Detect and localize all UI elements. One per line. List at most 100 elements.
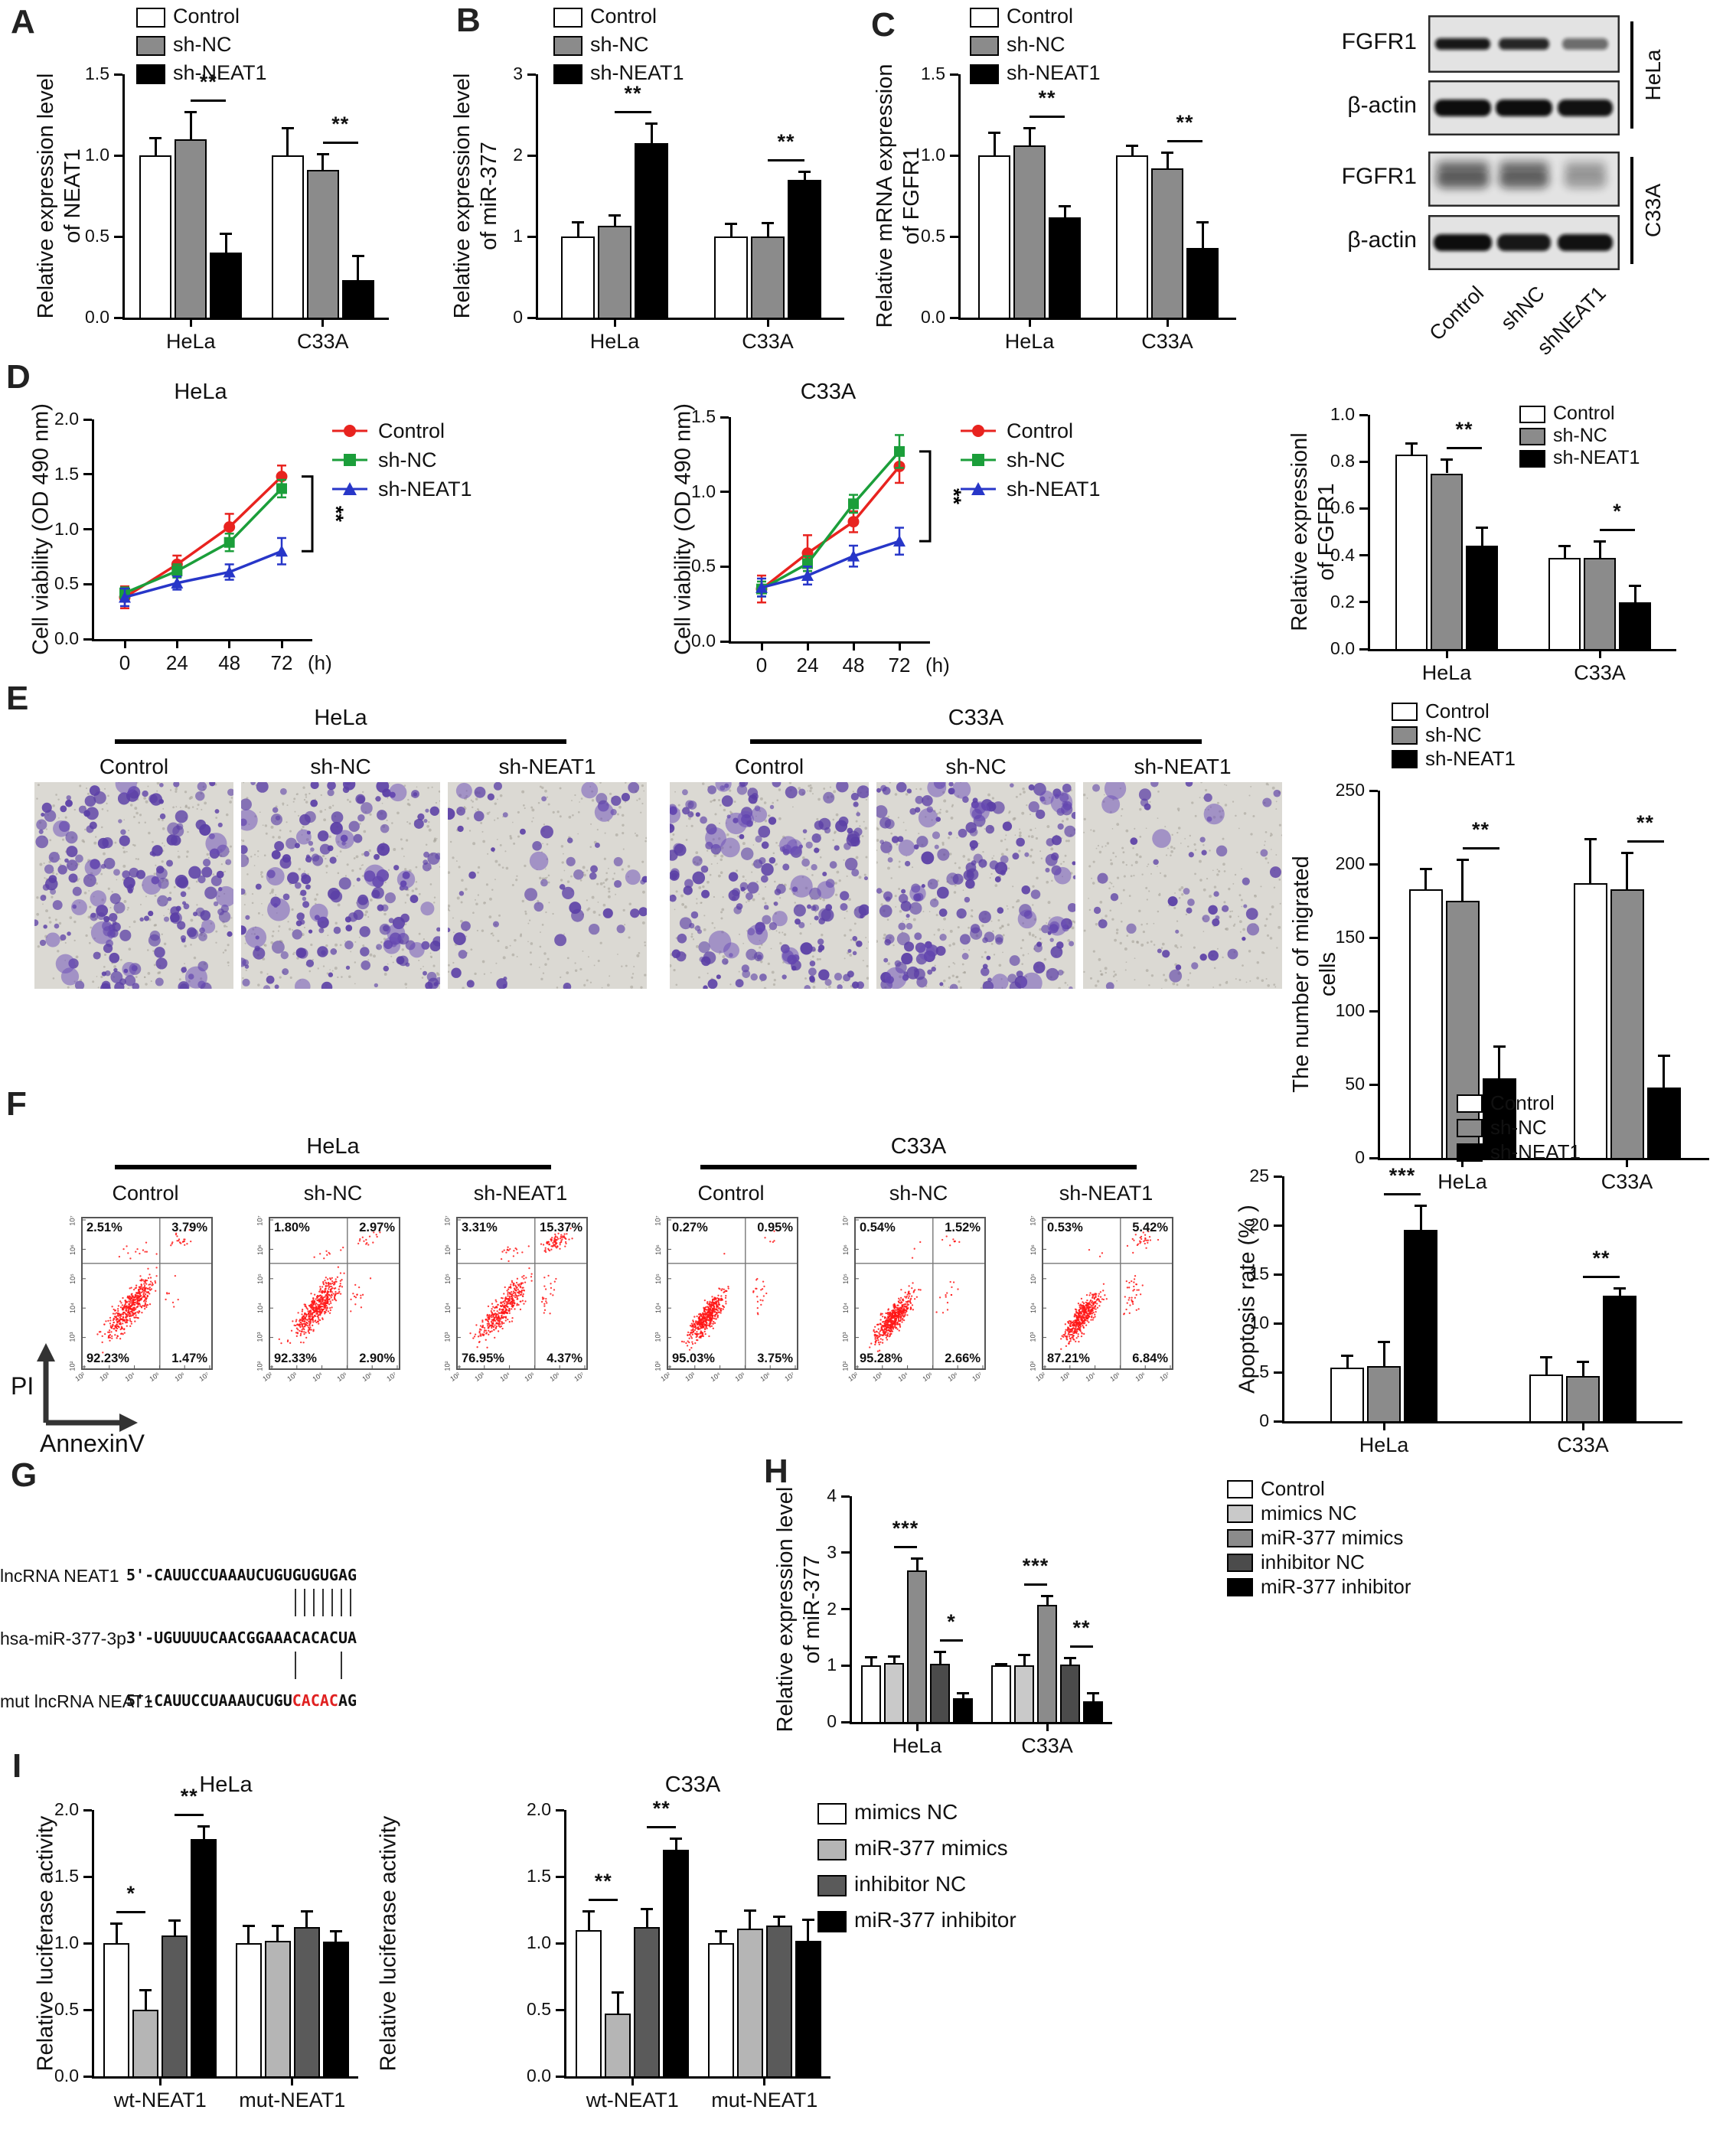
x-tick [175,641,178,648]
error-cap [743,1909,756,1912]
legend-marker-triangle [961,482,996,495]
flow-y-tick: 10⁴ [256,1303,264,1313]
chart-I2: 0.0 0.5 1.0 1.5 2.0 wt-NEAT1 mut-NEAT1 ** ** [527,1797,830,2111]
category-tick [1166,320,1169,327]
blot-side-bar [1630,21,1633,129]
bar-D3-HeLa-sh-NEAT1 [1466,546,1498,651]
error-bar [1445,459,1448,474]
flow-pct-ur: 3.79% [171,1221,207,1234]
error-bar [1480,527,1483,546]
error-cap [572,220,584,223]
error-bar [650,122,653,144]
error-cap [762,221,774,224]
category-label: HeLa [165,330,216,353]
y-tick-label: 1.5 [85,64,109,83]
legend-label: sh-NC [1007,448,1065,471]
sig-line [768,159,804,162]
legend-label: sh-NEAT1 [173,61,267,84]
legend-swatch-sh-NC [1457,1119,1483,1137]
error-bar [616,1992,619,2014]
y-tick-label: 1.5 [921,64,945,83]
flow-pct-ur: 15.37% [540,1221,582,1234]
error-bar [1092,1692,1095,1701]
y-tick-label: 1.0 [1330,404,1355,424]
y-tick [720,640,729,643]
legend-swatch-sh-NC [1392,726,1418,745]
legend-swatch-sh-NEAT1 [1457,1143,1483,1162]
bar-I2-wt-NEAT1-miR-377 inhibitor [663,1850,690,2078]
error-cap [197,1825,210,1828]
y-tick [83,418,92,421]
sig-label: * [1613,500,1622,523]
pairing-bar [331,1589,333,1616]
pairing-bar [341,1589,342,1616]
pairing-bar [322,1589,324,1616]
pairing-bar [295,1589,296,1616]
bar-I2-wt-NEAT1-mimics NC [576,1929,602,2078]
error-cap [1126,145,1138,148]
error-bar [1063,205,1066,217]
legend-swatch-miR-377 mimics [1227,1529,1253,1547]
panel-label-f: F [6,1085,27,1123]
y-tick [83,582,92,585]
flow-x-tick: 10⁵ [335,1370,349,1384]
sig-line [1462,847,1499,850]
error-cap [1064,1656,1076,1659]
flow-x-tick: 10⁴ [311,1370,325,1384]
category-tick [291,2079,294,2085]
category-tick [1626,1160,1628,1167]
flow-pct-ur: 0.95% [757,1221,793,1234]
flow-scatter [458,1218,586,1368]
flow-x-tick: 10⁵ [733,1370,747,1384]
category-label: C33A [1557,1433,1609,1456]
error-cap [995,1663,1007,1666]
y-tick [1369,1083,1378,1086]
legend-swatch-sh-NEAT1 [970,64,999,84]
legend-label: Control [1007,5,1074,28]
flow-y-tick: 10³ [256,1332,264,1342]
y-tick-label: 10 [1249,1313,1269,1332]
sig-label: ** [777,130,795,154]
flow-y-tick: 10⁷ [68,1215,77,1226]
legend-swatch-mimics NC [1227,1505,1253,1523]
y-tick-label: 0.0 [527,2066,551,2085]
error-cap [1594,540,1606,543]
error-cap [645,122,658,125]
flow-x-tick: 10⁷ [783,1371,796,1383]
flow-y-tick: 10⁶ [1029,1244,1037,1255]
flow-x-tick: 10³ [1059,1371,1072,1383]
error-cap [1415,1205,1427,1208]
category-label: mut-NEAT1 [711,2089,818,2111]
sig-line [191,99,227,102]
flow-x-tick: 10³ [473,1371,487,1383]
x-axis-unit: (h) [308,651,332,674]
flow-group-bar [700,1165,1137,1169]
sig-line [1030,115,1065,118]
chart-D1: 0.0 0.5 1.0 1.5 2.0 0 24 48 72 (h) ** [54,409,348,674]
category-tick [189,320,192,327]
legend-swatch-sh-NEAT1 [136,64,165,84]
y-tick [556,1808,564,1811]
bar-D3-HeLa-Control [1395,455,1428,651]
chart-F: 0 5 10 15 20 25 HeLa C33A *** ** [1249,1164,1682,1456]
y-tick-label: 0.0 [54,2066,79,2085]
flow-pct-ul: 0.27% [672,1221,708,1234]
category-label: C33A [1141,330,1193,353]
bar-E-HeLa-sh-NEAT1 [1482,1078,1516,1159]
panel-label-d: D [6,358,31,396]
y-tick [556,1875,564,1878]
error-cap [641,1907,654,1910]
legend-label: sh-NC [1553,425,1607,446]
error-cap [911,1557,923,1560]
error-cap [1405,442,1418,445]
flow-y-tick: 10⁷ [1029,1215,1037,1226]
error-bar [247,1926,250,1943]
bar-I2-mut-NEAT1-mimics NC [707,1943,734,2078]
y-tick [950,154,958,157]
pairing-bar [350,1589,351,1616]
legend-label: sh-NEAT1 [590,61,684,84]
error-bar [1598,541,1601,558]
flow-x-tick: 10⁷ [385,1371,398,1383]
chart-title-I2: C33A [664,1772,721,1797]
